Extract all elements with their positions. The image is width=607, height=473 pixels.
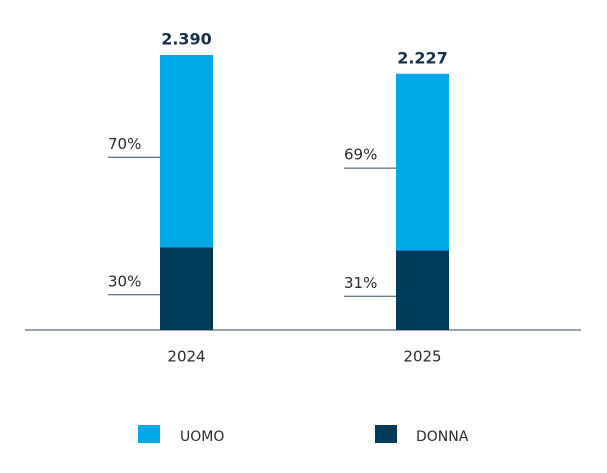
x-tick-label: 2024 [167,348,205,366]
legend-swatch [375,425,397,443]
x-tick-label: 2025 [403,348,441,366]
segment-label: 69% [344,146,377,164]
bar-segment [396,250,449,330]
bar-segment [160,55,213,248]
legend-swatch [138,425,160,443]
segment-label: 30% [108,272,141,290]
segment-label: 31% [344,274,377,292]
segment-label: 70% [108,135,141,153]
bar-segment [396,73,449,251]
legend-label: UOMO [180,429,224,445]
bar-segment [160,247,213,330]
total-label: 2.227 [397,48,448,67]
total-label: 2.390 [161,30,212,49]
legend-label: DONNA [416,429,469,445]
